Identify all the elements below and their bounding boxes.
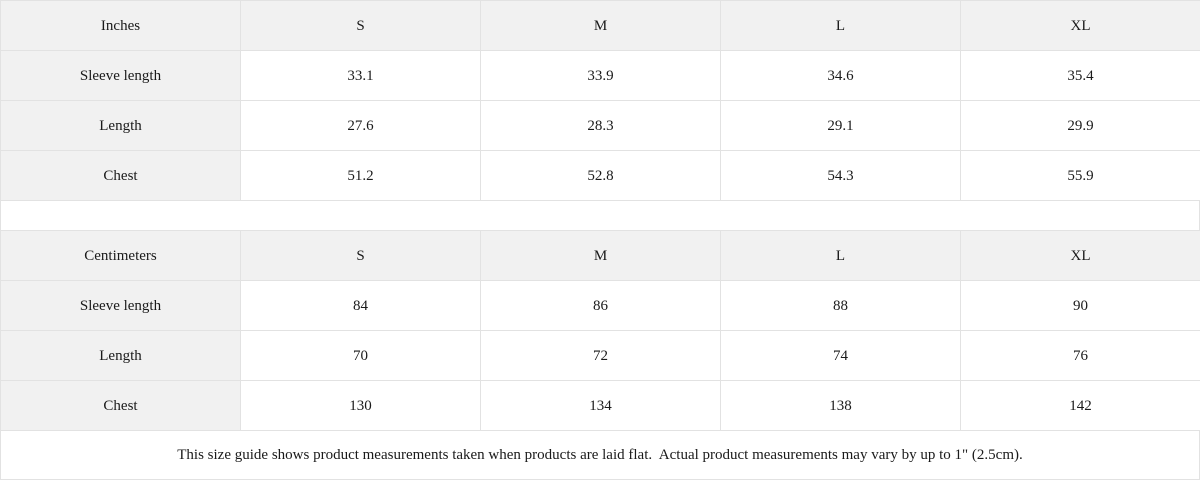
table-spacer bbox=[0, 201, 1200, 231]
measurement-value: 29.1 bbox=[720, 100, 961, 151]
size-header-s: S bbox=[240, 0, 481, 51]
measurement-value: 130 bbox=[240, 380, 481, 432]
size-table-centimeters: Centimeters S M L XL Sleeve length 84 86… bbox=[0, 230, 1200, 432]
measurement-value: 33.1 bbox=[240, 50, 481, 101]
table-body-centimeters: Sleeve length 84 86 88 90 Length 70 72 7… bbox=[0, 280, 1200, 432]
measurement-value: 27.6 bbox=[240, 100, 481, 151]
measurement-value: 33.9 bbox=[480, 50, 721, 101]
size-guide-note: This size guide shows product measuremen… bbox=[0, 431, 1200, 480]
measurement-value: 28.3 bbox=[480, 100, 721, 151]
measurement-value: 84 bbox=[240, 280, 481, 332]
size-table-inches: Inches S M L XL Sleeve length 33.1 33.9 … bbox=[0, 0, 1200, 201]
size-header-m: M bbox=[480, 0, 721, 51]
table-body-inches: Sleeve length 33.1 33.9 34.6 35.4 Length… bbox=[0, 50, 1200, 201]
unit-header-centimeters: Centimeters bbox=[0, 230, 241, 282]
measurement-label-sleeve-length: Sleeve length bbox=[0, 50, 241, 101]
table-header-centimeters: Centimeters S M L XL bbox=[0, 230, 1200, 282]
table-row: Length 27.6 28.3 29.1 29.9 bbox=[0, 100, 1200, 151]
size-header-m: M bbox=[480, 230, 721, 282]
measurement-label-length: Length bbox=[0, 330, 241, 382]
size-header-xl: XL bbox=[960, 0, 1200, 51]
measurement-value: 74 bbox=[720, 330, 961, 382]
size-header-xl: XL bbox=[960, 230, 1200, 282]
measurement-value: 55.9 bbox=[960, 150, 1200, 201]
table-row: Sleeve length 84 86 88 90 bbox=[0, 280, 1200, 332]
measurement-label-chest: Chest bbox=[0, 380, 241, 432]
measurement-label-chest: Chest bbox=[0, 150, 241, 201]
measurement-label-sleeve-length: Sleeve length bbox=[0, 280, 241, 332]
measurement-value: 142 bbox=[960, 380, 1200, 432]
table-row: Chest 130 134 138 142 bbox=[0, 380, 1200, 432]
measurement-value: 70 bbox=[240, 330, 481, 382]
table-row: Sleeve length 33.1 33.9 34.6 35.4 bbox=[0, 50, 1200, 101]
measurement-value: 52.8 bbox=[480, 150, 721, 201]
table-header-inches: Inches S M L XL bbox=[0, 0, 1200, 51]
measurement-value: 34.6 bbox=[720, 50, 961, 101]
measurement-value: 90 bbox=[960, 280, 1200, 332]
measurement-value: 76 bbox=[960, 330, 1200, 382]
unit-header-inches: Inches bbox=[0, 0, 241, 51]
table-row: Chest 51.2 52.8 54.3 55.9 bbox=[0, 150, 1200, 201]
table-row: Length 70 72 74 76 bbox=[0, 330, 1200, 382]
measurement-value: 86 bbox=[480, 280, 721, 332]
measurement-value: 51.2 bbox=[240, 150, 481, 201]
table-header-row: Inches S M L XL bbox=[0, 0, 1200, 51]
measurement-value: 134 bbox=[480, 380, 721, 432]
measurement-value: 54.3 bbox=[720, 150, 961, 201]
measurement-value: 35.4 bbox=[960, 50, 1200, 101]
size-header-l: L bbox=[720, 230, 961, 282]
size-header-s: S bbox=[240, 230, 481, 282]
table-header-row: Centimeters S M L XL bbox=[0, 230, 1200, 282]
measurement-value: 88 bbox=[720, 280, 961, 332]
size-header-l: L bbox=[720, 0, 961, 51]
measurement-value: 138 bbox=[720, 380, 961, 432]
measurement-value: 29.9 bbox=[960, 100, 1200, 151]
measurement-value: 72 bbox=[480, 330, 721, 382]
measurement-label-length: Length bbox=[0, 100, 241, 151]
